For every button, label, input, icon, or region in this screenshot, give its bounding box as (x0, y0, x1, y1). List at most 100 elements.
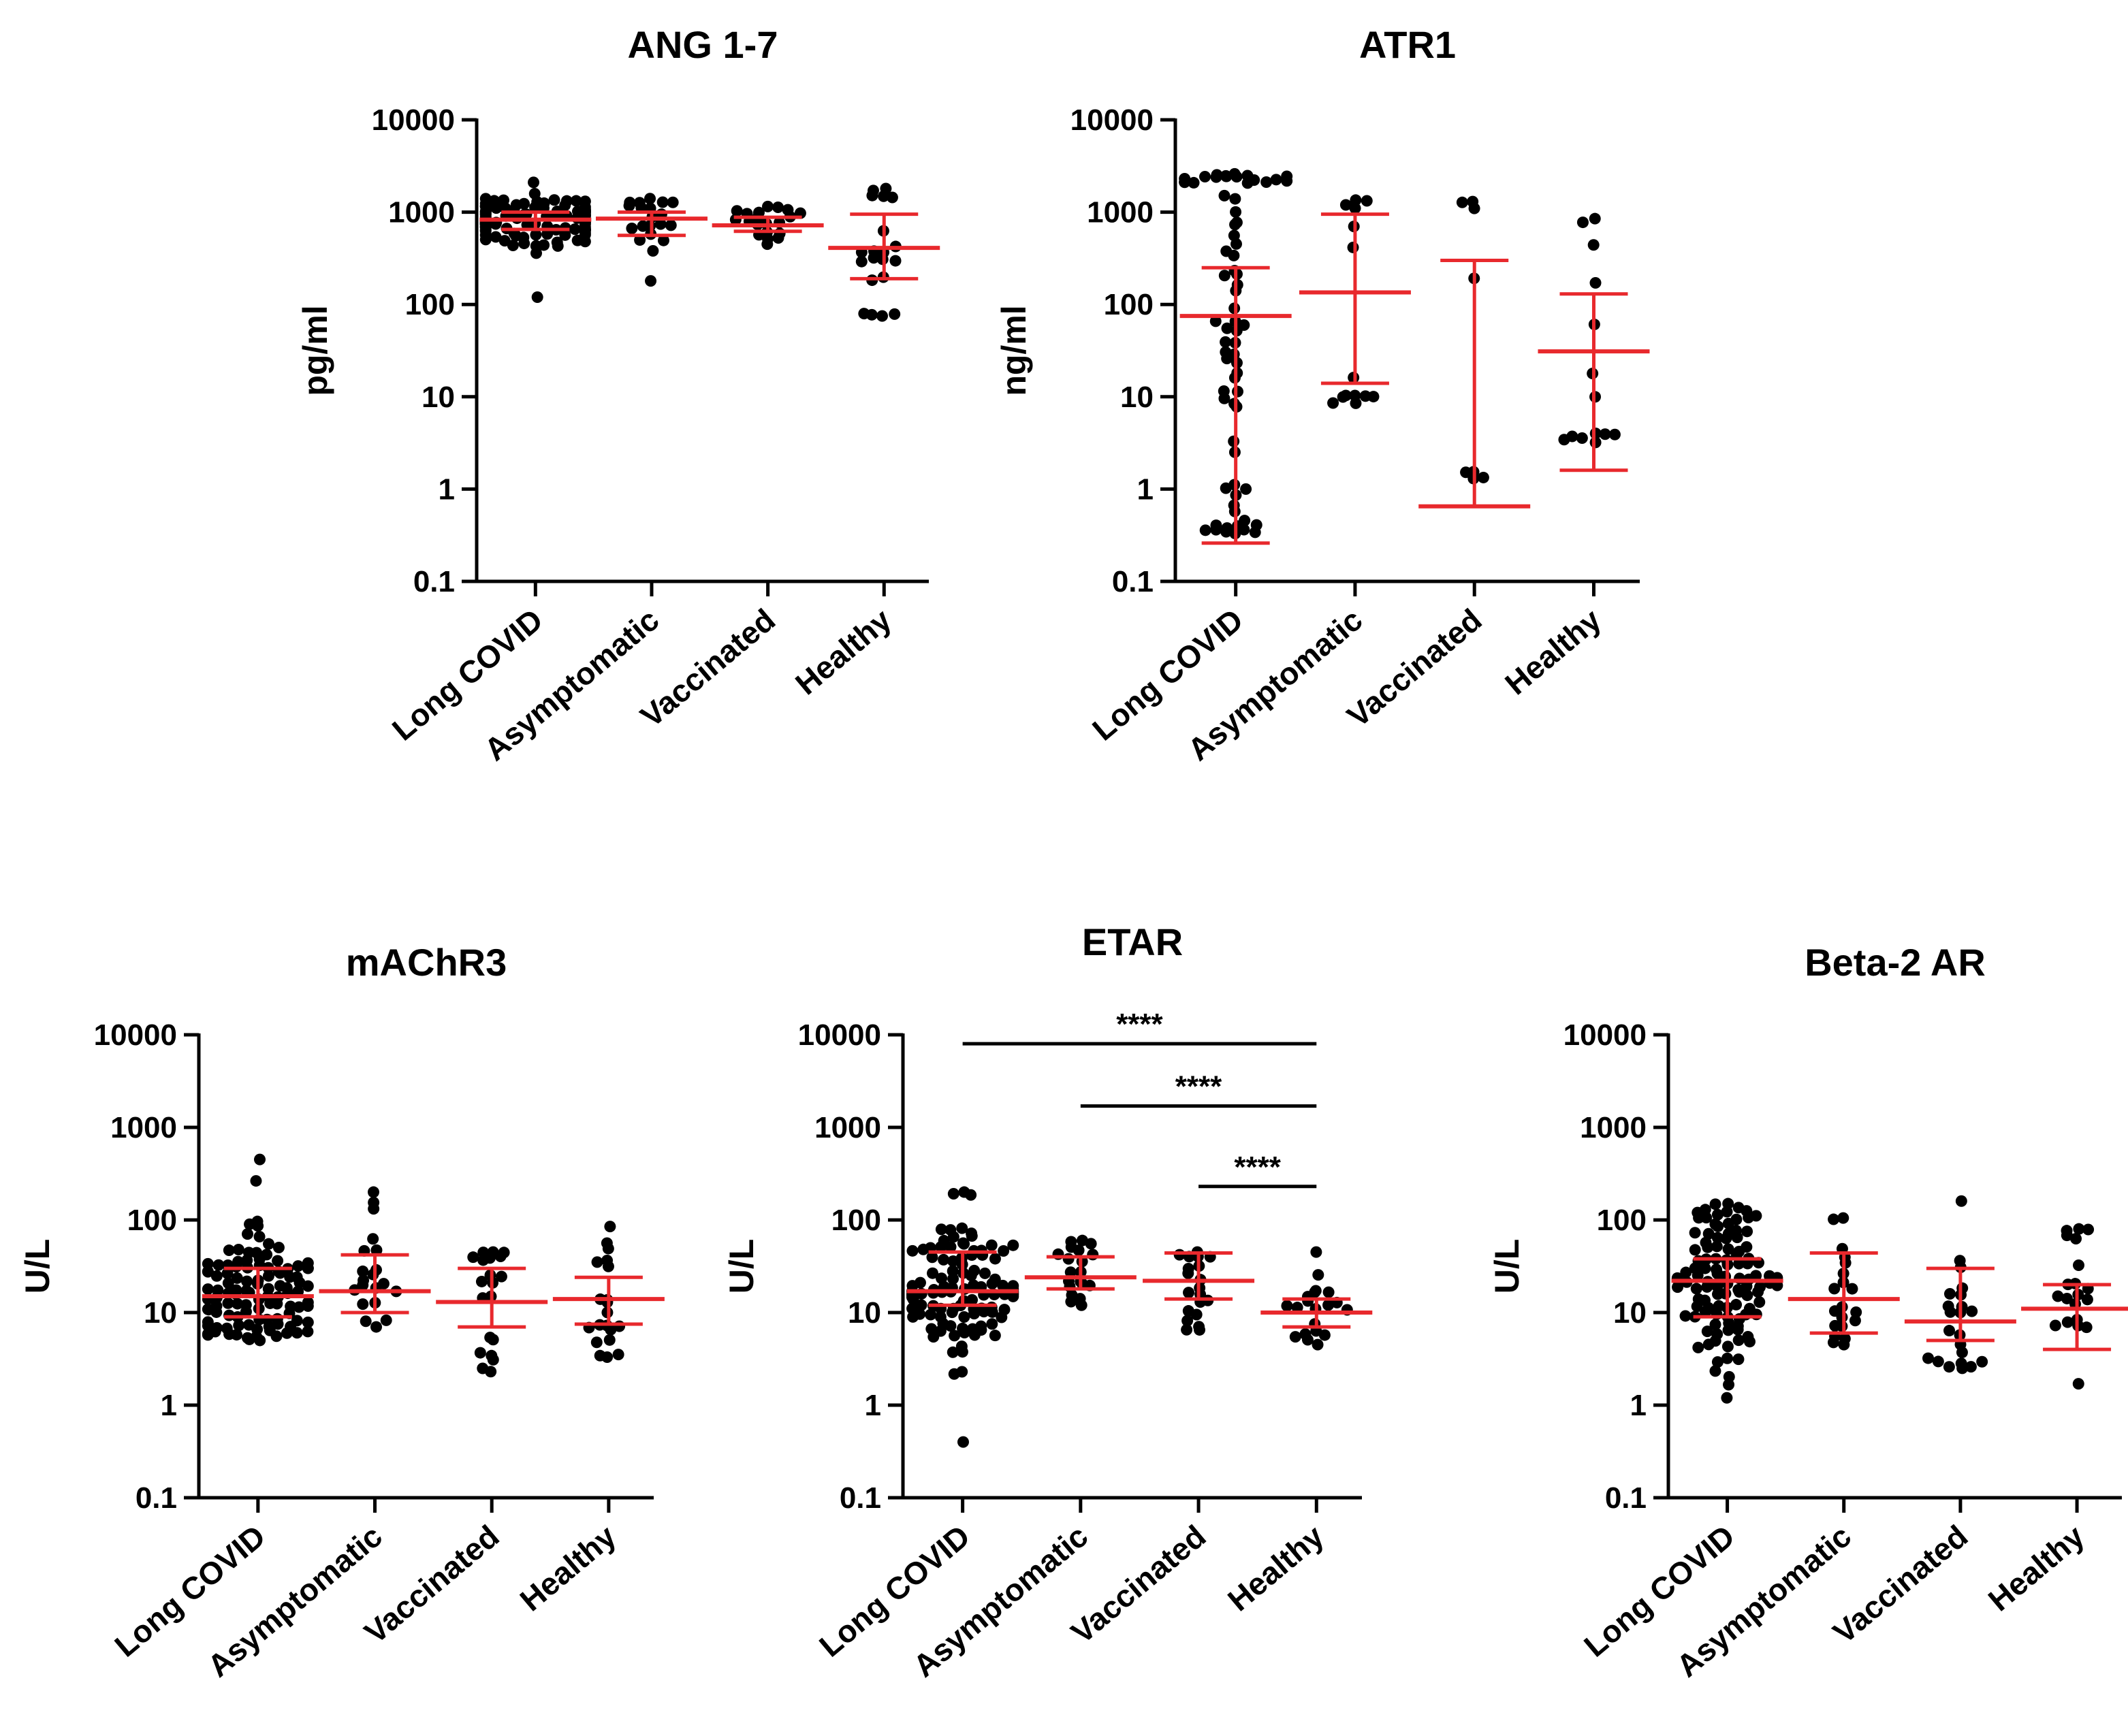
data-point (1199, 171, 1211, 183)
data-point (2073, 1259, 2085, 1271)
data-point (957, 1322, 969, 1334)
data-point (1218, 189, 1230, 202)
data-point (979, 1267, 991, 1279)
data-point (1270, 174, 1282, 186)
group-asymptomatic (1024, 1234, 1137, 1311)
data-point (1712, 1288, 1724, 1300)
y-tick-label: 0.1 (1605, 1481, 1647, 1515)
data-point (1752, 1286, 1764, 1298)
y-tick-label: 100 (831, 1204, 881, 1237)
data-point (1361, 195, 1373, 207)
data-point (957, 1237, 969, 1249)
data-point (518, 238, 530, 250)
data-point (1709, 1319, 1721, 1331)
data-point (1750, 1210, 1762, 1222)
y-axis-label: U/L (1488, 1239, 1526, 1294)
data-point (985, 1239, 998, 1251)
group-asymptomatic (1788, 1212, 1900, 1351)
data-point (474, 1347, 486, 1359)
data-point (240, 1306, 252, 1318)
data-point (2061, 1229, 2073, 1242)
data-point (925, 1323, 938, 1335)
data-point (656, 196, 669, 208)
data-point (1976, 1355, 1988, 1368)
y-tick-label: 100 (1597, 1204, 1647, 1237)
y-tick-label: 1000 (1580, 1111, 1647, 1144)
data-point (1966, 1305, 1978, 1317)
data-point (966, 1227, 978, 1240)
y-tick-label: 1000 (388, 196, 455, 229)
data-point (1722, 1243, 1734, 1255)
data-point (223, 1328, 236, 1340)
chart-title: mAChR3 (346, 941, 507, 984)
data-point (1231, 385, 1243, 398)
data-point (1721, 1352, 1734, 1364)
data-point (1850, 1306, 1862, 1319)
data-point (1007, 1239, 1019, 1251)
data-point (202, 1266, 214, 1278)
data-point (1188, 176, 1200, 189)
data-point (654, 218, 667, 230)
data-point (579, 195, 591, 208)
data-point (1689, 1262, 1701, 1274)
data-point (986, 1318, 998, 1330)
data-point (633, 197, 646, 209)
data-point (926, 1251, 938, 1264)
data-point (917, 1243, 930, 1255)
data-point (1955, 1195, 1967, 1207)
data-point (637, 220, 649, 232)
data-point (935, 1223, 947, 1236)
data-point (1310, 1246, 1322, 1258)
data-point (1218, 385, 1230, 397)
data-point (1220, 346, 1232, 358)
data-point (367, 1268, 379, 1281)
data-point (998, 1244, 1010, 1257)
data-point (1318, 1329, 1331, 1341)
data-point (263, 1238, 275, 1250)
data-point (1220, 245, 1233, 257)
data-point (947, 1346, 959, 1358)
data-point (1221, 322, 1233, 334)
data-point (886, 191, 898, 204)
data-point (1721, 1392, 1733, 1404)
data-point (1692, 1341, 1704, 1353)
data-point (998, 1304, 1011, 1316)
group-healthy (1260, 1246, 1373, 1351)
data-point (1587, 239, 1600, 251)
data-point (271, 1313, 283, 1325)
data-point (602, 1242, 614, 1255)
data-point (855, 255, 868, 268)
data-point (1312, 1269, 1324, 1281)
data-point (1312, 1338, 1324, 1351)
data-point (222, 1297, 234, 1309)
data-point (498, 1247, 510, 1259)
data-point (1211, 169, 1223, 181)
data-point (240, 1285, 253, 1297)
data-point (510, 229, 522, 242)
data-point (1558, 434, 1570, 446)
data-point (1062, 1253, 1075, 1265)
data-point (1701, 1325, 1713, 1338)
data-point (302, 1325, 314, 1338)
data-point (1182, 1263, 1194, 1275)
data-point (230, 1284, 242, 1296)
data-point (968, 1264, 981, 1276)
data-point (380, 1314, 392, 1326)
y-tick-label: 1000 (814, 1111, 881, 1144)
data-point (657, 234, 669, 246)
chart-title: Beta-2 AR (1805, 941, 1986, 984)
data-point (530, 229, 542, 241)
data-point (1709, 1218, 1721, 1230)
data-point (989, 1253, 1001, 1265)
data-point (1229, 219, 1241, 231)
data-point (1965, 1361, 1977, 1373)
data-point (1589, 212, 1601, 225)
data-point (293, 1301, 305, 1313)
y-axis-label: U/L (722, 1239, 761, 1294)
y-tick-label: 0.1 (1112, 565, 1154, 598)
y-tick-label: 100 (405, 288, 455, 321)
group-long-covid (1671, 1197, 1783, 1404)
data-point (1700, 1236, 1712, 1249)
data-point (1828, 1283, 1841, 1295)
